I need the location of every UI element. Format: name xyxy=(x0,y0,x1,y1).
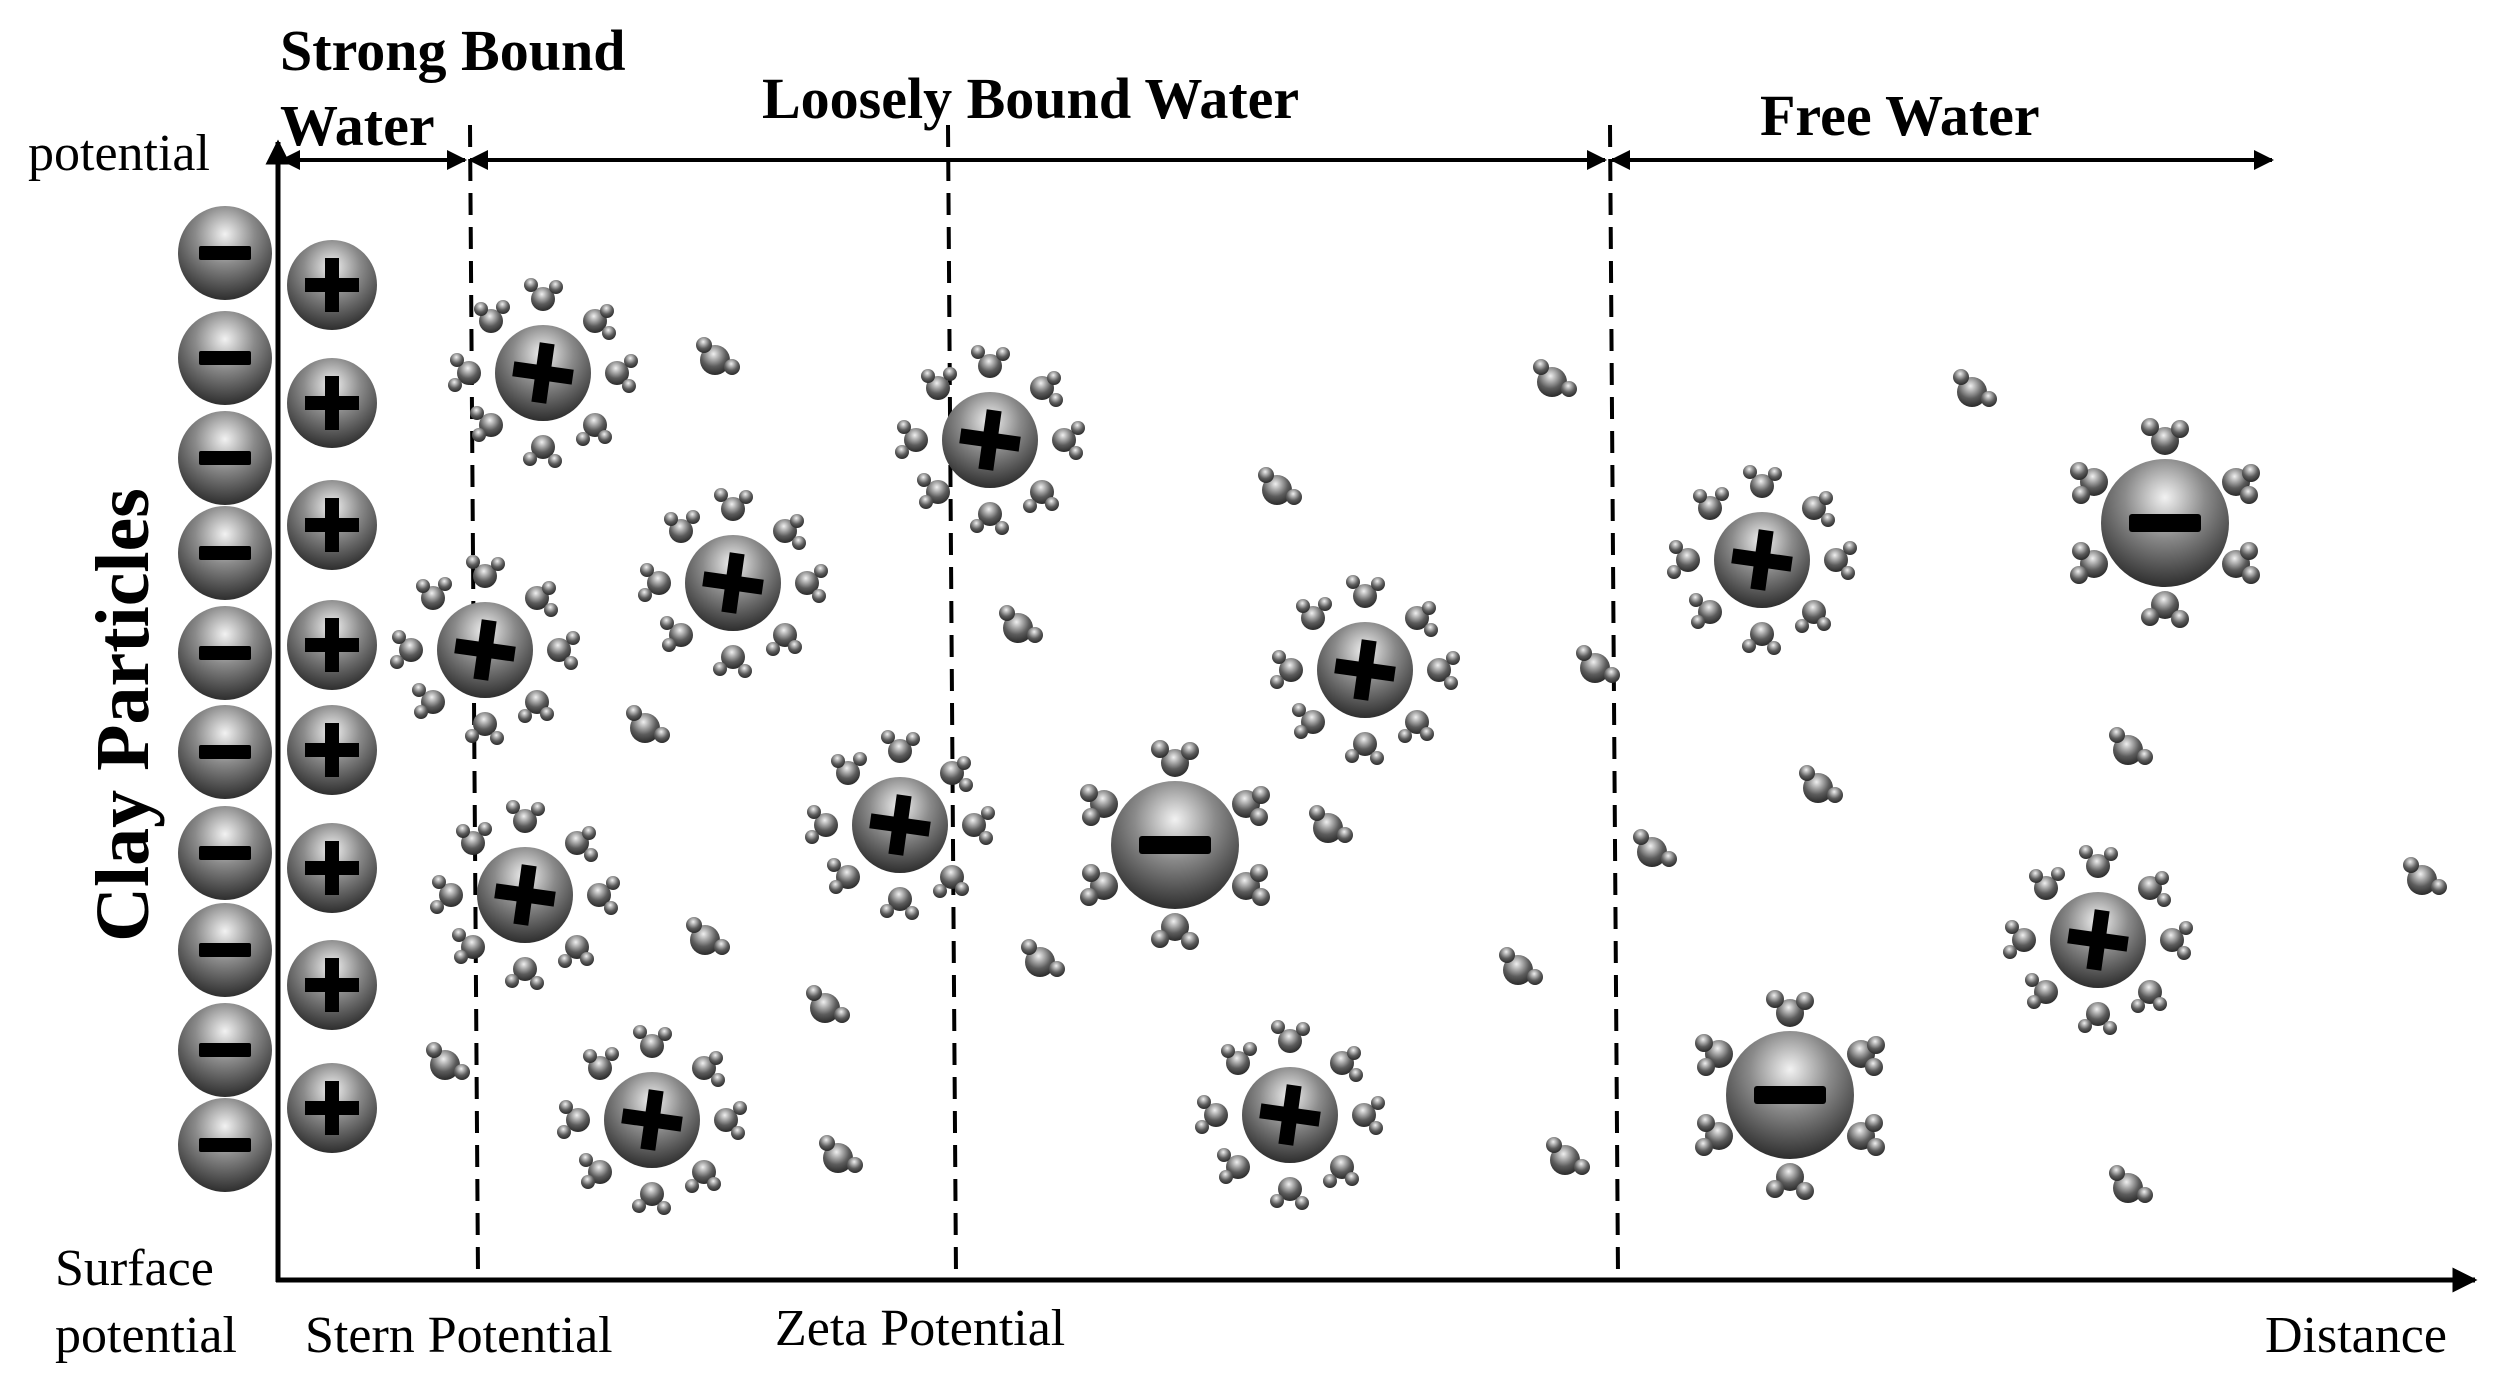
water-molecule xyxy=(426,1042,470,1080)
water-molecule xyxy=(1258,467,1302,505)
loosely-bound-water-label: Loosely Bound Water xyxy=(762,66,1299,131)
surface-anion xyxy=(178,1003,272,1097)
potential-axis-label: potential xyxy=(28,125,210,182)
water-molecule xyxy=(1533,359,1577,397)
water-molecule xyxy=(1633,829,1677,867)
surface-cation xyxy=(287,823,377,913)
surface-cation xyxy=(287,940,377,1030)
hydrated-cation xyxy=(2003,845,2193,1035)
surface-cation xyxy=(287,1063,377,1153)
hydrated-cation xyxy=(448,278,638,468)
hydrated-cation xyxy=(1667,465,1857,655)
hydrated-cation xyxy=(390,555,580,745)
water-molecule xyxy=(819,1135,863,1173)
surface-anion xyxy=(178,903,272,997)
surface-cation xyxy=(287,358,377,448)
surface-cation xyxy=(287,240,377,330)
water-molecule xyxy=(696,337,740,375)
surface-anion xyxy=(178,411,272,505)
hydrated-anion xyxy=(1695,990,1885,1200)
water-molecule xyxy=(626,705,670,743)
water-molecule xyxy=(1021,939,1065,977)
surface-anion xyxy=(178,206,272,300)
water-molecule xyxy=(1499,947,1543,985)
water-molecule xyxy=(999,605,1043,643)
hydrated-cation xyxy=(895,345,1085,535)
hydrated-cation xyxy=(1270,575,1460,765)
hydrated-cation xyxy=(557,1025,747,1215)
water-molecule xyxy=(1953,369,1997,407)
surface-anion xyxy=(178,806,272,900)
surface-cation xyxy=(287,480,377,570)
clay-particles-label: Clay Particles xyxy=(81,488,165,942)
stern-potential-label: Stern Potential xyxy=(305,1307,613,1364)
strong-bound-cations xyxy=(287,240,377,1153)
water-molecule xyxy=(2403,857,2447,895)
clay-surface-anions xyxy=(178,206,272,1192)
water-molecule xyxy=(2109,727,2153,765)
surface-cation xyxy=(287,600,377,690)
hydrated-cation xyxy=(805,730,995,920)
hydrated-cation xyxy=(1195,1020,1385,1210)
surface-cation xyxy=(287,705,377,795)
hydrated-cation xyxy=(430,800,620,990)
zeta-potential-label: Zeta Potential xyxy=(775,1300,1065,1357)
water-molecule xyxy=(686,917,730,955)
strong-bound-water-label: Strong Bound Water xyxy=(280,18,640,158)
water-molecule xyxy=(1799,765,1843,803)
surface-anion xyxy=(178,311,272,405)
hydrated-anion xyxy=(2070,418,2260,628)
hydrated-cations xyxy=(390,278,2193,1215)
surface-anion xyxy=(178,705,272,799)
water-molecule xyxy=(2109,1165,2153,1203)
free-water-label: Free Water xyxy=(1760,83,2040,148)
free-water-boundary-line xyxy=(1608,124,1620,1276)
surface-anion xyxy=(178,1098,272,1192)
water-molecule xyxy=(806,985,850,1023)
distance-axis-label: Distance xyxy=(2265,1307,2447,1364)
water-molecule xyxy=(1309,805,1353,843)
surface-potential-label: Surface potential xyxy=(55,1240,237,1364)
surface-anion xyxy=(178,606,272,700)
water-molecule xyxy=(1546,1137,1590,1175)
surface-anion xyxy=(178,506,272,600)
hydrated-anion xyxy=(1080,740,1270,950)
zeta-plane-line xyxy=(946,124,958,1276)
stern-plane-line xyxy=(468,124,480,1276)
hydrated-cation xyxy=(638,488,828,678)
